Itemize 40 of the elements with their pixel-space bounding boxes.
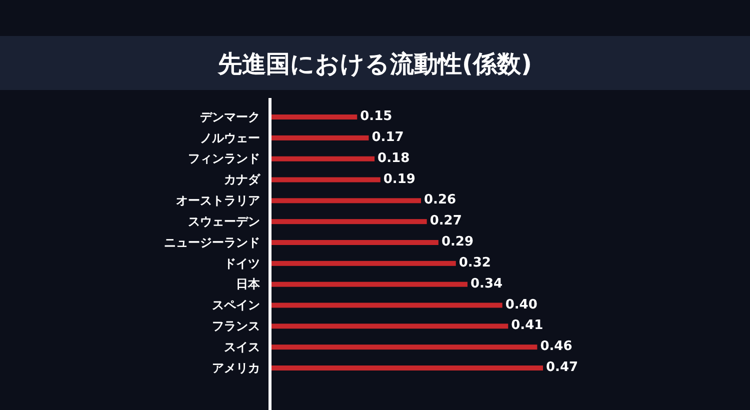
y-tick-label: カナダ bbox=[224, 172, 261, 187]
bar bbox=[270, 177, 380, 182]
data-label: 0.27 bbox=[430, 214, 462, 229]
data-label: 0.26 bbox=[424, 192, 456, 208]
y-tick-label: 日本 bbox=[236, 277, 261, 292]
chart-title: 先進国における流動性(係数) bbox=[217, 50, 532, 78]
data-label: 0.40 bbox=[505, 297, 538, 312]
y-tick-label: スウェーデン bbox=[188, 214, 260, 228]
bar bbox=[270, 135, 369, 140]
y-tick-label: アメリカ bbox=[212, 360, 260, 375]
data-label: 0.41 bbox=[511, 318, 544, 334]
y-tick-label: スペイン bbox=[212, 298, 260, 312]
bar bbox=[270, 324, 508, 329]
data-label: 0.47 bbox=[546, 360, 578, 375]
y-tick-label: スイス bbox=[224, 340, 260, 354]
y-tick-label: デンマーク bbox=[200, 110, 260, 124]
bar bbox=[270, 282, 468, 287]
data-label: 0.17 bbox=[372, 130, 404, 145]
y-tick-label: ドイツ bbox=[224, 256, 260, 270]
bar bbox=[270, 344, 538, 350]
bar bbox=[270, 240, 438, 245]
y-tick-label: オーストラリア bbox=[176, 194, 260, 208]
bar bbox=[270, 156, 375, 162]
data-label: 0.19 bbox=[383, 172, 416, 187]
bar bbox=[270, 198, 422, 204]
y-tick-label: フランス bbox=[212, 319, 260, 334]
data-label: 0.15 bbox=[360, 109, 392, 124]
y-tick-label: フィンランド bbox=[188, 152, 260, 166]
bar bbox=[270, 302, 502, 308]
bar bbox=[270, 219, 427, 224]
y-tick-label: ニュージーランド bbox=[164, 235, 260, 250]
data-label: 0.46 bbox=[540, 339, 572, 354]
y-tick-label: ノルウェー bbox=[200, 130, 260, 145]
data-label: 0.32 bbox=[458, 255, 491, 270]
bar bbox=[270, 366, 543, 370]
data-label: 0.34 bbox=[470, 276, 503, 292]
bar bbox=[270, 114, 358, 120]
data-label: 0.18 bbox=[378, 150, 410, 166]
bar bbox=[270, 260, 456, 266]
data-label: 0.29 bbox=[441, 234, 474, 250]
